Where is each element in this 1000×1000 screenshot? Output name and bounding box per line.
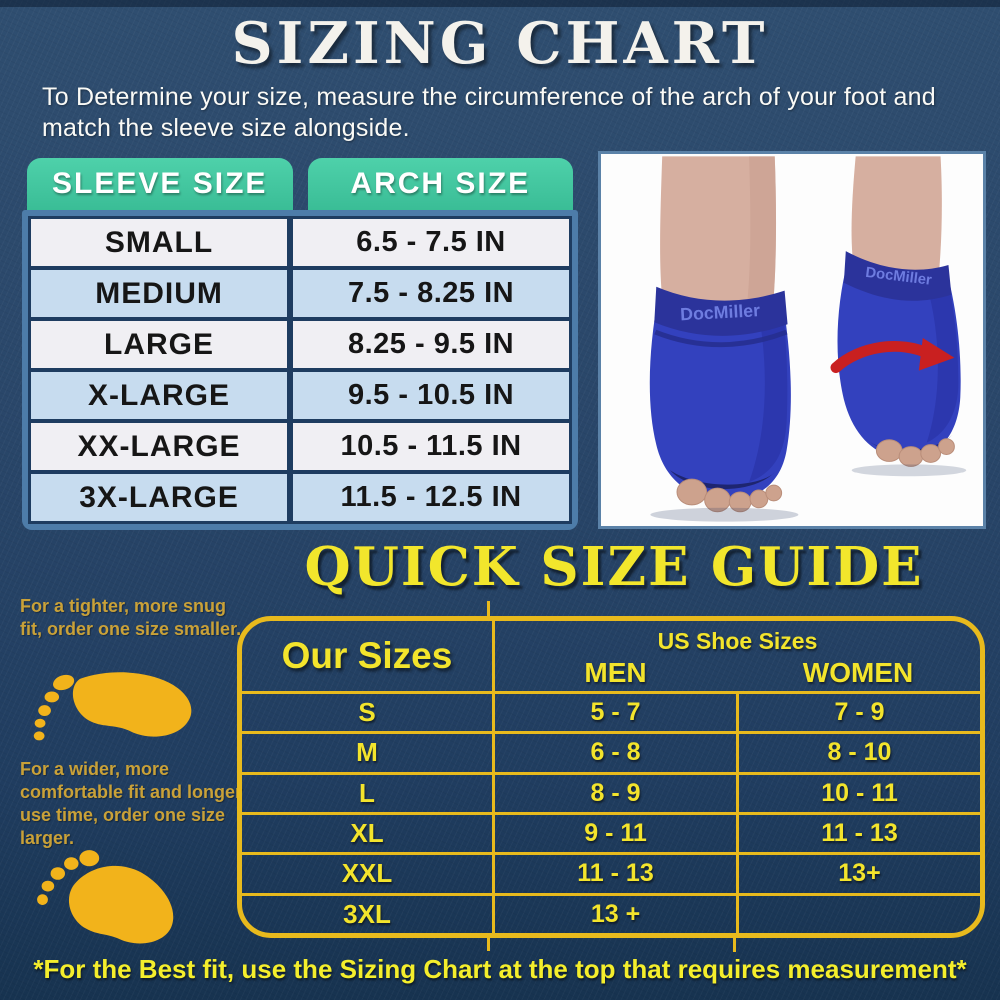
size-cell: XL xyxy=(242,811,492,852)
footnote: *For the Best fit, use the Sizing Chart … xyxy=(33,954,967,984)
left-compression-sleeve xyxy=(649,296,791,501)
men-cell: 13 + xyxy=(492,892,736,933)
page-subtitle: To Determine your size, measure the circ… xyxy=(42,83,936,143)
column-header-women: WOMEN xyxy=(802,657,914,688)
women-cell: 8 - 10 xyxy=(736,731,980,772)
quick-guide-title: QUICK SIZE GUIDE xyxy=(304,536,924,598)
arch-size-cell: 8.25 - 9.5 IN xyxy=(293,321,569,368)
men-women-header-row: MEN WOMEN xyxy=(495,655,980,691)
brand-text: DocMiller xyxy=(680,300,761,324)
sleeve-size-cell: LARGE xyxy=(31,321,288,368)
tip-order-larger: For a wider, more comfortable fit and lo… xyxy=(20,759,243,849)
table-row: X-LARGE 9.5 - 10.5 IN xyxy=(31,372,569,419)
left-sleeve-cuff xyxy=(654,286,788,336)
left-foot-toes xyxy=(676,478,783,513)
men-cell: 5 - 7 xyxy=(492,691,736,732)
sleeve-size-cell: 3X-LARGE xyxy=(31,474,288,521)
column-header-sleeve-size: SLEEVE SIZE xyxy=(27,158,293,210)
arch-size-cell: 11.5 - 12.5 IN xyxy=(293,474,569,521)
men-cell: 11 - 13 xyxy=(492,852,736,893)
column-header-our-sizes: Our Sizes xyxy=(281,635,453,676)
arch-size-cell: 6.5 - 7.5 IN xyxy=(293,219,569,266)
women-cell xyxy=(736,892,980,933)
table-divider-line xyxy=(487,601,490,617)
right-compression-sleeve xyxy=(837,261,961,459)
table-row: XX-LARGE 10.5 - 11.5 IN xyxy=(31,423,569,470)
table-divider-line xyxy=(733,936,736,952)
footprint-icon xyxy=(37,850,174,944)
sleeve-arch-table: SLEEVE SIZE ARCH SIZE SMALL 6.5 - 7.5 IN… xyxy=(22,152,578,536)
us-shoe-sizes-label: US Shoe Sizes xyxy=(657,628,818,654)
sleeve-size-cell: MEDIUM xyxy=(31,270,288,317)
quick-size-table: Our Sizes US Shoe Sizes MEN WOMEN S 5 - … xyxy=(237,616,985,938)
left-leg xyxy=(660,156,777,318)
sleeve-size-cell: SMALL xyxy=(31,219,288,266)
right-leg xyxy=(851,156,942,281)
women-cell: 11 - 13 xyxy=(736,811,980,853)
men-cell: 8 - 9 xyxy=(492,771,736,812)
table-divider-line xyxy=(487,936,490,951)
arch-size-cell: 7.5 - 8.25 IN xyxy=(293,270,569,317)
table-row: MEDIUM 7.5 - 8.25 IN xyxy=(31,270,569,317)
size-cell: XXL xyxy=(242,852,492,892)
women-cell: 10 - 11 xyxy=(736,771,980,812)
footprint-icon xyxy=(33,672,192,741)
size-cell: S xyxy=(242,691,492,731)
table-row: 3X-LARGE 11.5 - 12.5 IN xyxy=(31,474,569,521)
sleeve-size-cell: X-LARGE xyxy=(31,372,288,419)
column-header-arch-size: ARCH SIZE xyxy=(307,158,573,210)
size-cell: 3XL xyxy=(242,892,492,933)
table-header-row: SLEEVE SIZE ARCH SIZE xyxy=(22,152,578,210)
feet-with-compression-sleeves-illustration: DocMiller DocMiller xyxy=(601,156,983,524)
table-rows: SMALL 6.5 - 7.5 IN MEDIUM 7.5 - 8.25 IN … xyxy=(28,216,572,524)
table-body-frame: SMALL 6.5 - 7.5 IN MEDIUM 7.5 - 8.25 IN … xyxy=(22,210,578,530)
page-title: SIZING CHART xyxy=(231,10,769,77)
arch-size-cell: 9.5 - 10.5 IN xyxy=(293,372,569,419)
men-cell: 9 - 11 xyxy=(492,811,736,853)
table-row: SMALL 6.5 - 7.5 IN xyxy=(31,219,569,266)
men-cell: 6 - 8 xyxy=(492,731,736,772)
product-photo: DocMiller DocMiller xyxy=(598,151,986,529)
rotate-arrow-icon xyxy=(830,338,955,374)
women-cell: 7 - 9 xyxy=(736,691,980,732)
right-sleeve-cuff xyxy=(843,251,952,301)
women-cell: 13+ xyxy=(736,852,980,893)
size-cell: M xyxy=(242,731,492,771)
sleeve-size-cell: XX-LARGE xyxy=(31,423,288,470)
size-cell: L xyxy=(242,771,492,812)
arch-size-cell: 10.5 - 11.5 IN xyxy=(293,423,569,470)
column-header-men: MEN xyxy=(584,657,647,688)
right-foot-toes xyxy=(875,438,955,467)
table-row: LARGE 8.25 - 9.5 IN xyxy=(31,321,569,368)
column-group-us-shoe-sizes: US Shoe Sizes MEN WOMEN xyxy=(492,621,980,691)
tip-order-smaller: For a tighter, more snug fit, order one … xyxy=(20,596,242,640)
